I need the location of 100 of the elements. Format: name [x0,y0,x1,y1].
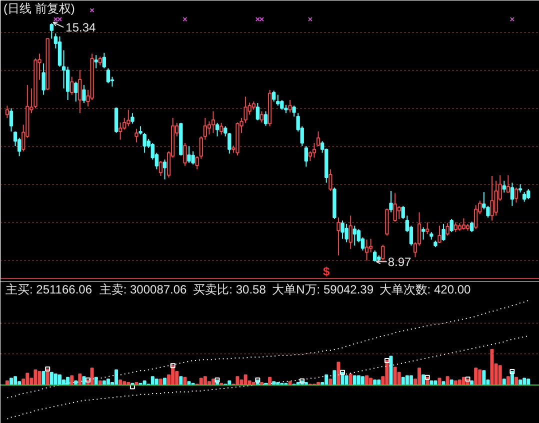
bar [82,376,86,386]
bar [422,374,426,386]
candlestick [118,122,122,140]
candlestick [58,36,62,68]
bar [514,376,518,386]
candlestick [373,250,377,262]
bar [336,362,340,386]
bar [393,366,397,386]
bar [38,371,42,386]
candlestick [260,110,264,123]
point [384,358,390,363]
bar [498,365,502,386]
point [510,369,515,374]
bar [365,375,369,386]
candlestick [304,146,308,168]
candlestick [510,182,514,206]
candlestick [506,174,510,193]
bar [332,370,336,386]
text: 主卖: 300087.06 [99,282,188,296]
candlestick [438,225,442,244]
bar [203,376,207,386]
candlestick [82,84,86,104]
candlestick [442,223,446,242]
candlestick [446,222,450,236]
candlestick [276,94,280,106]
candlestick [187,146,191,164]
text: 大单次数: 420.00 [379,282,471,296]
candlestick [42,62,46,96]
point [170,363,176,368]
bar [405,375,409,386]
candlestick [522,192,526,202]
candlestick [454,222,458,233]
candlestick [526,188,530,200]
bar [26,372,30,386]
candlestick [215,122,220,137]
candlestick [348,215,352,250]
bar [54,374,58,386]
bar [42,371,46,386]
candlestick [426,222,430,234]
candlestick [352,225,356,246]
chart-title: (日线 前复权) [4,1,75,16]
candlestick [344,223,348,243]
candlestick [114,107,118,134]
candlestick [470,221,474,233]
candlestick [211,110,216,134]
candlestick [340,220,344,240]
bar [78,374,82,386]
bar [409,375,413,386]
bar [50,372,54,386]
bar [389,356,393,386]
bar [446,376,450,386]
point [86,377,90,382]
bar [360,376,364,386]
bar [385,360,389,386]
point [424,374,430,380]
bar [34,369,38,386]
candlestick [364,239,369,262]
point [255,377,260,382]
candlestick [142,132,146,154]
candlestick [102,52,106,69]
bar [352,375,356,386]
candlestick [130,112,134,124]
candlestick [514,187,518,204]
bar [14,376,18,386]
bar [478,369,482,386]
text: 大单N万: 59042.39 [272,282,374,296]
candlestick [5,105,10,118]
candlestick [219,122,224,135]
point [465,376,470,382]
candlestick [381,244,385,262]
bar [70,375,74,386]
candlestick [62,50,66,89]
bar [150,376,154,386]
candlestick [158,160,163,176]
candlestick [126,109,130,127]
bar [506,376,510,386]
annotation: 8.97 [388,255,412,270]
candlestick [502,180,506,193]
candlestick [450,218,454,233]
candlestick [264,110,268,126]
candlestick [134,128,138,143]
candlestick [316,130,320,147]
candlestick [336,217,340,256]
bar [356,375,360,386]
candlestick [162,159,167,180]
candlestick [462,218,466,230]
candlestick [256,102,260,121]
bar [418,368,422,386]
bar [348,374,352,386]
candlestick [94,54,98,69]
bar [490,348,494,386]
candlestick [183,142,187,166]
bar [344,375,348,386]
point [130,384,135,390]
candlestick [397,205,401,220]
candlestick [106,68,110,84]
text: 买卖比: 30.58 [193,282,266,296]
point [340,370,346,375]
candlestick [288,100,292,113]
point [300,378,305,384]
